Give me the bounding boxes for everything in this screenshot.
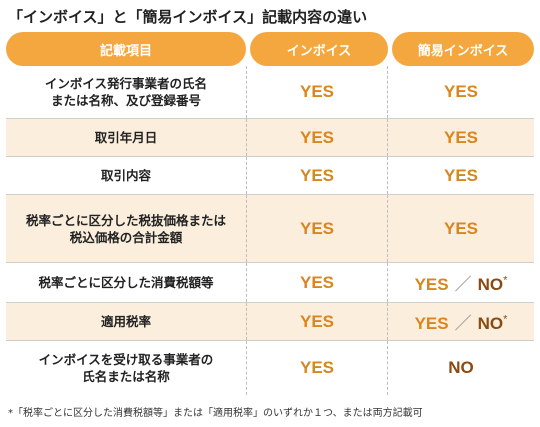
invoice-value: YES [299, 127, 335, 147]
simple-value: YES ／ NO* [415, 270, 508, 295]
simple-yes: YES [414, 314, 449, 333]
table-row: 税率ごとに区分した税抜価格または 税込価格の合計金額 YES YES [6, 195, 534, 263]
table-row: インボイス発行事業者の氏名 または名称、及び登録番号 YES YES [6, 66, 534, 119]
simple-value: YES ／ NO* [415, 309, 508, 334]
page-title: 「インボイス」と「簡易インボイス」記載内容の違い [8, 8, 368, 26]
slash-separator: ／ [454, 314, 472, 333]
table-row: 取引内容 YES YES [6, 157, 534, 195]
row-item: 税率ごとに区分した消費税額等 [38, 275, 214, 290]
row-item: 税率ごとに区分した税抜価格または 税込価格の合計金額 [25, 212, 226, 245]
invoice-value: YES [299, 272, 335, 292]
header-invoice: インボイス [250, 32, 388, 66]
header-simple-invoice: 簡易インボイス [392, 32, 534, 66]
slash-separator: ／ [454, 275, 472, 294]
table-row: 取引年月日 YES YES [6, 119, 534, 157]
simple-value: YES [443, 127, 479, 147]
simple-value: YES [443, 165, 479, 185]
row-item: 取引年月日 [94, 130, 158, 145]
invoice-value: YES [299, 358, 335, 377]
row-item: 適用税率 [100, 314, 151, 329]
invoice-value: YES [299, 218, 335, 238]
invoice-value: YES [299, 311, 335, 331]
row-item: 取引内容 [100, 168, 151, 183]
row-item: インボイス発行事業者の氏名 または名称、及び登録番号 [44, 76, 208, 108]
simple-value: YES [443, 82, 479, 101]
footnote-mark: * [503, 274, 508, 287]
table-header: 記載項目 インボイス 簡易インボイス [6, 32, 534, 66]
table-row: インボイスを受け取る事業者の 氏名または名称 YES NO [6, 341, 534, 395]
comparison-table: 記載項目 インボイス 簡易インボイス インボイス発行事業者の氏名 または名称、及… [6, 32, 534, 395]
invoice-value: YES [299, 82, 335, 101]
footnote-mark: * [503, 313, 508, 326]
footnote: *「税率ごとに区分した消費税額等」または「適用税率」のいずれか１つ、または両方記… [8, 408, 423, 419]
simple-yes: YES [414, 275, 449, 294]
header-item: 記載項目 [6, 32, 246, 66]
simple-value: NO [448, 358, 474, 377]
invoice-value: YES [299, 165, 335, 185]
simple-no: NO [477, 314, 504, 333]
simple-value: YES [443, 218, 479, 238]
simple-no: NO [477, 275, 504, 294]
table-row: 適用税率 YES YES ／ NO* [6, 303, 534, 341]
row-item: インボイスを受け取る事業者の 氏名または名称 [38, 352, 214, 384]
table-row: 税率ごとに区分した消費税額等 YES YES ／ NO* [6, 263, 534, 303]
